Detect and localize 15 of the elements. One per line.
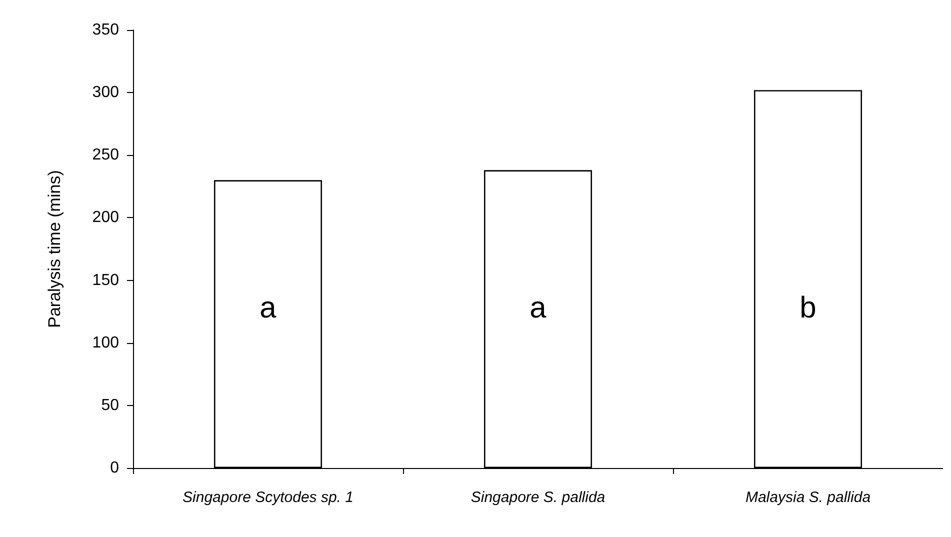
y-tick-label: 350 [92, 22, 120, 38]
y-tick-label: 300 [92, 84, 120, 102]
x-tick-label: Malaysia S. pallida [745, 489, 871, 506]
y-tick-label: 200 [92, 209, 120, 226]
annotation: b [800, 292, 816, 324]
y-tick-label: 0 [110, 460, 120, 476]
y-tick-label: 50 [101, 396, 120, 414]
y-tick-label: 100 [92, 334, 120, 352]
y-tick-label: 150 [92, 272, 120, 289]
y-axis-title: Paralysis time (mins) [45, 170, 64, 328]
y-tick-label: 250 [92, 146, 120, 164]
x-tick-label: Singapore Scytodes sp. 1 [182, 489, 354, 506]
annotation: a [530, 292, 547, 324]
x-tick-label: Singapore S. pallida [470, 489, 606, 506]
annotation: a [260, 292, 277, 324]
